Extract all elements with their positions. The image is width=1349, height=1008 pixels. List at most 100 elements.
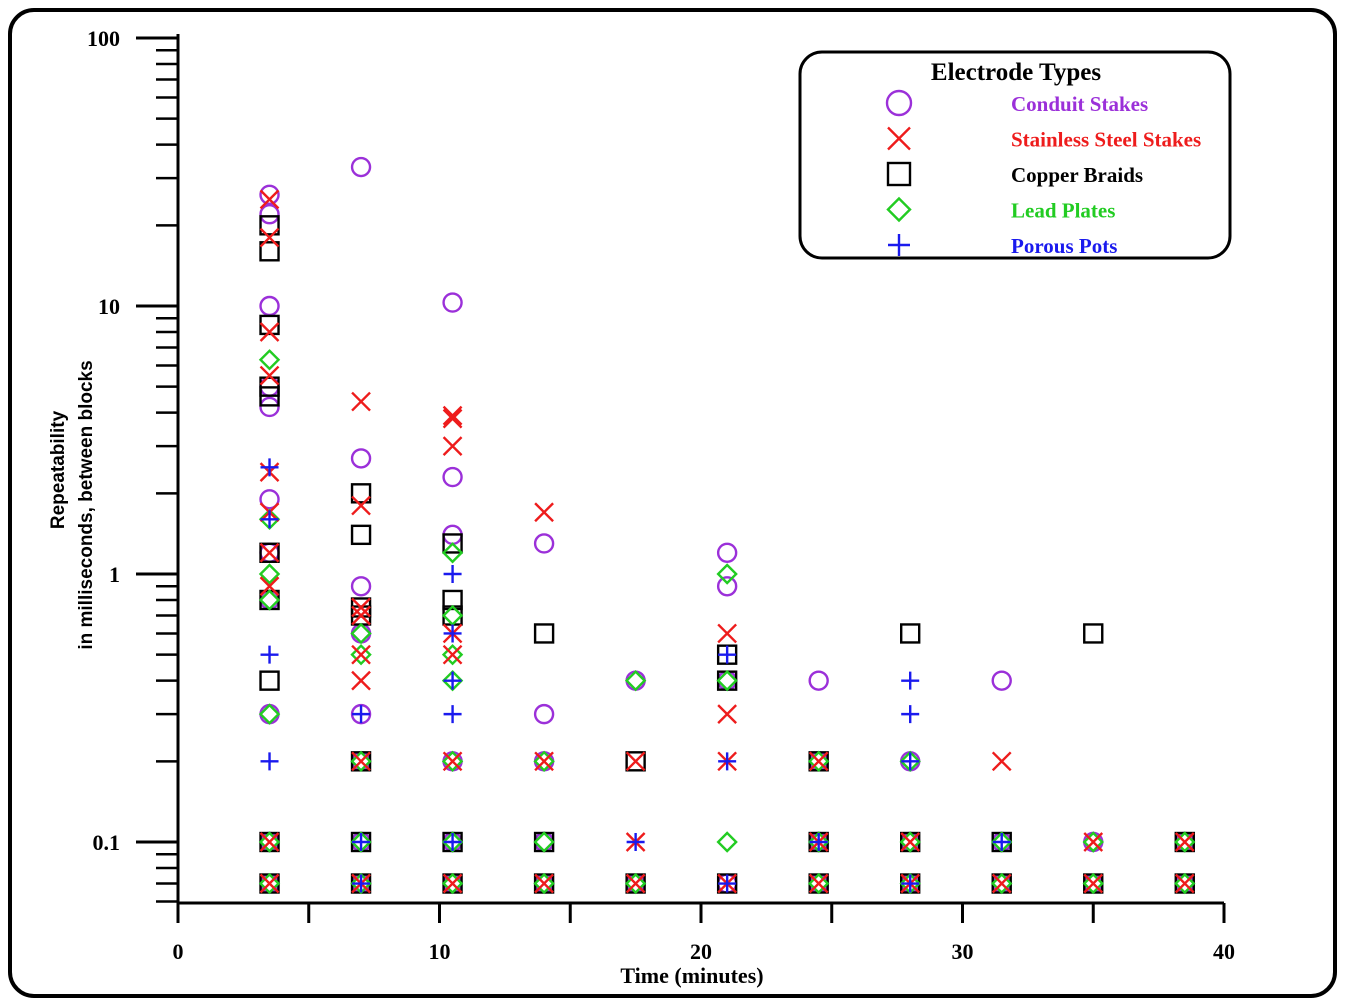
legend-label: Copper Braids (1011, 163, 1143, 187)
square-point (259, 241, 280, 262)
circle-point (259, 204, 280, 225)
y-tick-label: 1 (109, 562, 120, 587)
legend-item: Stainless Steel Stakes (887, 126, 1201, 152)
diamond-point (899, 831, 921, 853)
x-point (442, 436, 463, 456)
diamond-point (533, 872, 555, 895)
circle-point (533, 703, 555, 725)
plus-point (443, 705, 462, 724)
x-point (1083, 832, 1104, 852)
x-point (991, 873, 1012, 894)
plus-point (352, 833, 371, 851)
x-axis-title: Time (minutes) (620, 963, 763, 988)
diamond-point (533, 750, 555, 773)
x-point (259, 189, 280, 210)
diamond-point (1082, 872, 1104, 895)
x-point (1174, 873, 1195, 894)
series-porous-pots (260, 458, 1011, 893)
plus-point (901, 671, 920, 690)
square-point (350, 524, 372, 546)
plus-point (626, 833, 645, 851)
diamond-point (716, 669, 738, 692)
diamond-point (258, 563, 281, 585)
plus-point (901, 874, 920, 893)
square-point (442, 589, 463, 611)
x-point (442, 751, 463, 772)
x-point (1174, 832, 1195, 852)
plus-point (443, 565, 462, 583)
circle-point (259, 295, 280, 317)
plus-point (992, 833, 1011, 851)
circle-point (259, 396, 280, 418)
circle-point (533, 831, 555, 853)
x-point (534, 873, 554, 894)
series-conduit-stakes (259, 156, 1195, 894)
x-point (442, 644, 463, 665)
circle-point (533, 533, 555, 554)
x-point (625, 751, 646, 772)
x-point (808, 873, 829, 894)
plus-point (443, 671, 462, 690)
x-point (808, 751, 829, 772)
x-point (259, 227, 280, 248)
plus-point (443, 833, 462, 851)
x-point (442, 873, 463, 894)
diamond-point (441, 643, 464, 666)
y-axis-title-line-1: Repeatability (48, 410, 69, 529)
diamond-point (533, 831, 555, 853)
x-point (717, 623, 737, 644)
legend-item: Copper Braids (886, 161, 1143, 187)
x-point (900, 832, 921, 852)
plus-point (443, 624, 462, 643)
diamond-point (350, 622, 372, 645)
diamond-point (1174, 872, 1196, 895)
legend-title: Electrode Types (931, 59, 1101, 86)
diamond-point (1174, 831, 1196, 853)
legend-label: Stainless Steel Stakes (1011, 128, 1201, 152)
x-point (625, 873, 646, 894)
diamond-point (350, 750, 372, 773)
plus-point (901, 705, 920, 724)
diamond-point (624, 669, 647, 692)
x-point (1083, 873, 1104, 894)
plus-point (260, 645, 279, 664)
diamond-point (807, 872, 830, 895)
circle-point (625, 670, 646, 691)
x-tick-label: 0 (173, 939, 184, 964)
square-point (1083, 623, 1104, 644)
y-axis-title-line-2: in milliseconds, between blocks (76, 360, 97, 649)
diamond-point (258, 703, 281, 725)
diamond-point (716, 831, 738, 853)
x-point (534, 502, 554, 523)
x-tick-label: 30 (952, 939, 974, 964)
x-point (259, 365, 280, 386)
circle-point (259, 703, 280, 725)
series-stainless-steel-stakes (259, 189, 1195, 894)
square-point (900, 623, 921, 644)
square-point (259, 314, 280, 336)
x-point (259, 832, 280, 852)
circle-point (442, 292, 463, 313)
circle-point (259, 489, 280, 510)
diamond-point (716, 563, 738, 585)
y-tick-label: 10 (98, 294, 120, 319)
plus-point (718, 874, 737, 893)
circle-point (350, 623, 372, 644)
x-point (259, 322, 280, 342)
plus-point (718, 645, 737, 664)
plus-point (809, 833, 828, 851)
legend-marker-diamond (886, 196, 912, 223)
plus-point (718, 752, 737, 771)
plus-point (901, 752, 920, 771)
circle-point (716, 542, 738, 563)
circle-point (716, 670, 738, 691)
legend-marker-circle (885, 89, 913, 117)
legend-marker-plus (888, 234, 910, 256)
circle-point (991, 670, 1012, 691)
x-tick-label: 20 (690, 939, 712, 964)
circle-point (716, 576, 738, 597)
x-point (351, 644, 371, 665)
axes: 0 10 20 30 40 0.1 1 10 100 (87, 26, 1235, 964)
square-point (259, 542, 280, 563)
